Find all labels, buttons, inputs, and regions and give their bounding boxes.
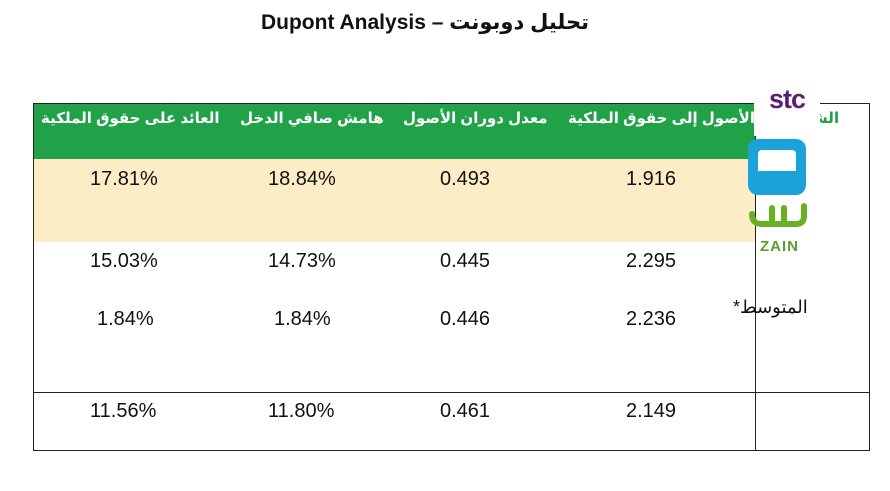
average-roe: 11.56% (90, 400, 157, 422)
zain-equity-multiplier-2: 2.236 (626, 308, 677, 330)
zain-net-margin-1: 14.73% (268, 250, 336, 272)
header-equity-multiplier: الأصول إلى حقوق الملكية (568, 110, 755, 127)
header-asset-turnover: معدل دوران الأصول (403, 110, 548, 127)
header-net-margin: هامش صافي الدخل (240, 110, 384, 127)
zain-asset-turnover-2: 0.446 (440, 308, 491, 330)
zain-net-margin-2: 1.84% (274, 308, 331, 330)
zain-asset-turnover-1: 0.445 (440, 250, 491, 272)
zain-roe-1: 15.03% (90, 250, 158, 272)
stc-roe: 17.81% (90, 168, 158, 190)
company-column (755, 159, 869, 392)
average-net-margin: 11.80% (268, 400, 335, 422)
stc-equity-multiplier: 1.916 (626, 168, 677, 190)
zain-roe-2: 1.84% (97, 308, 154, 330)
zain-logo-arabic (749, 203, 807, 227)
zain-logo-arabic-strokes (769, 205, 787, 223)
zain-logo-text: zain (760, 238, 799, 255)
header-roe: العائد على حقوق الملكية (41, 110, 220, 127)
average-equity-multiplier: 2.149 (626, 400, 677, 422)
zain-logo-bar (758, 171, 796, 180)
average-label-cell (755, 392, 869, 450)
stc-net-margin: 18.84% (268, 168, 336, 190)
page-title: Dupont Analysis – تحليل دوبونت (260, 11, 589, 34)
stc-logo: stc (754, 58, 820, 136)
average-label: المتوسط* (733, 297, 808, 317)
zain-equity-multiplier-1: 2.295 (626, 250, 677, 272)
stc-logo-text: stc (768, 84, 806, 114)
stc-asset-turnover: 0.493 (440, 168, 491, 190)
row-divider (34, 392, 869, 393)
zain-logo (748, 139, 807, 227)
table-row-highlight (34, 159, 755, 242)
average-asset-turnover: 0.461 (440, 400, 491, 422)
table-header: الأصول إلى حقوق الملكية معدل دوران الأصو… (34, 104, 755, 159)
